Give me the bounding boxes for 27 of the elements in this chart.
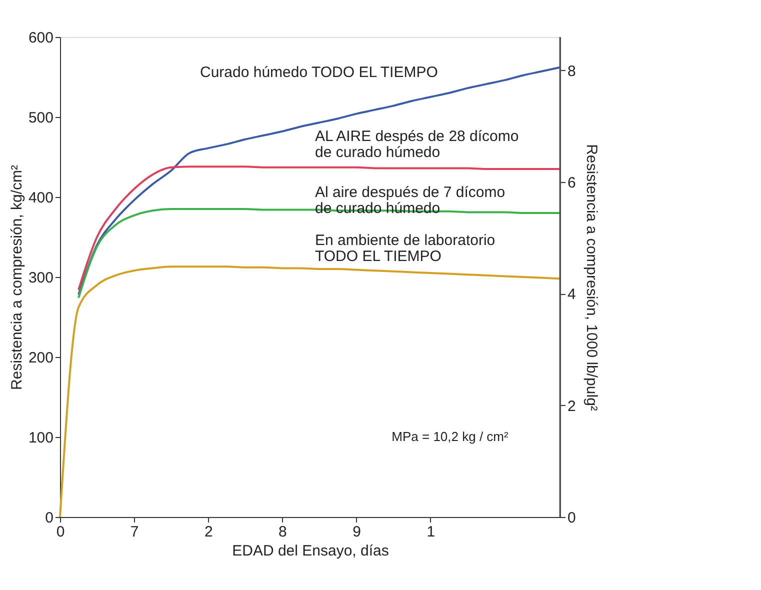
y2-tick-label: 2 (568, 398, 576, 415)
y-tick-label: 100 (28, 430, 54, 446)
y-tick-label: 500 (28, 110, 54, 126)
x-tick-label: 2 (204, 524, 213, 540)
annotation: MPa = 10,2 kg / cm² (392, 429, 510, 444)
y-tick-label: 0 (45, 510, 54, 526)
x-tick-label: 7 (130, 524, 139, 540)
line-series (78, 66, 561, 296)
x-axis-title: EDAD del Ensayo, días (232, 542, 389, 560)
x-tick-label: 1 (426, 524, 436, 540)
y2-axis-title: Resistencia a compresión, 1000 lb/pulg² (582, 144, 600, 411)
y-axis-title: Resistencia a compresión, kg/cm² (8, 164, 26, 390)
line-series (78, 166, 561, 291)
y2-tick-label: 4 (568, 286, 576, 304)
y-tick-label: 200 (28, 350, 54, 366)
y-tick-label: 300 (28, 270, 54, 286)
y2-tick-label: 6 (568, 174, 576, 192)
x-tick-label: 0 (56, 524, 65, 540)
x-tick-label: 8 (278, 524, 287, 540)
x-tick-label: 9 (352, 524, 361, 540)
y2-tick-label: 0 (568, 510, 576, 526)
y2-tick-label: 8 (568, 62, 576, 80)
series-label: Curado húmedo TODO EL TIEMPO (200, 64, 438, 81)
series-label: AL AIRE despés de 28 dícomo de curado húmedo (315, 128, 519, 161)
series-label: En ambiente de laboratorio TODO EL TIEMPO (315, 232, 496, 265)
y-tick-label: 600 (28, 30, 54, 46)
y-tick-label: 400 (28, 190, 54, 206)
